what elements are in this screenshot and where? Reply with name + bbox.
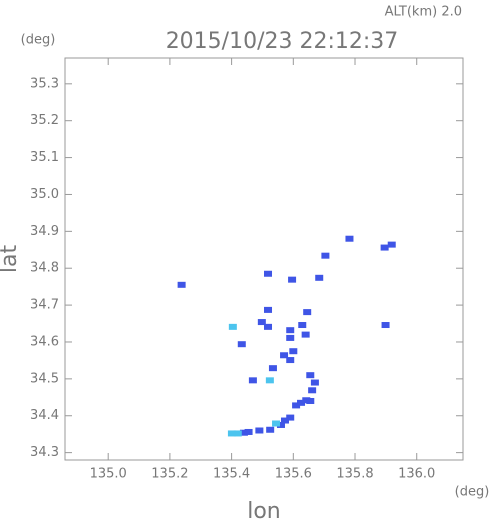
echo-cell bbox=[302, 397, 311, 404]
echo-cell bbox=[264, 306, 273, 313]
echo-cell bbox=[310, 379, 319, 386]
echo-cell bbox=[268, 365, 277, 372]
y-tick-label: 35.1 bbox=[30, 150, 59, 165]
y-unit: (deg) bbox=[21, 33, 56, 48]
echo-cell bbox=[257, 319, 266, 326]
echo-cell bbox=[315, 274, 324, 281]
echo-cell bbox=[303, 309, 312, 316]
y-tick-label: 34.9 bbox=[30, 224, 59, 239]
echo-cell bbox=[301, 331, 310, 338]
y-tick-label: 35.3 bbox=[30, 76, 59, 91]
x-axis-label: lon bbox=[247, 499, 281, 521]
x-tick-label: 135.6 bbox=[275, 467, 312, 482]
x-tick-label: 135.4 bbox=[213, 467, 250, 482]
echo-cell bbox=[286, 334, 295, 341]
x-tick-label: 135.2 bbox=[151, 467, 188, 482]
chart-title: 2015/10/23 22:12:37 bbox=[166, 29, 399, 54]
echo-cell bbox=[308, 387, 317, 394]
echo-cell bbox=[286, 327, 295, 334]
echo-cell bbox=[289, 348, 298, 355]
echo-cell bbox=[306, 372, 315, 379]
y-tick-label: 34.8 bbox=[30, 261, 59, 276]
echo-cell bbox=[228, 323, 237, 330]
echo-cell bbox=[387, 241, 396, 248]
echo-cell bbox=[380, 244, 389, 251]
x-tick-label: 135.8 bbox=[336, 467, 373, 482]
echo-cell bbox=[345, 235, 354, 242]
echo-cell bbox=[233, 430, 242, 437]
echo-cell bbox=[280, 417, 289, 424]
y-tick-label: 35.2 bbox=[30, 113, 59, 128]
echo-cell bbox=[264, 270, 273, 277]
echo-cell bbox=[286, 414, 295, 421]
echo-cell bbox=[292, 402, 301, 409]
echo-cell bbox=[286, 357, 295, 364]
echo-cell bbox=[288, 276, 297, 283]
chart-subtitle: ALT(km) 2.0 bbox=[385, 5, 462, 20]
echo-cell bbox=[237, 341, 246, 348]
x-tick-label: 135.0 bbox=[90, 467, 127, 482]
y-axis-label: lat bbox=[0, 245, 22, 274]
echo-cell bbox=[227, 430, 236, 437]
echo-cell bbox=[248, 377, 257, 384]
echo-cell bbox=[266, 426, 275, 433]
echo-cell bbox=[280, 352, 289, 359]
y-tick-label: 34.3 bbox=[30, 445, 59, 460]
plot-frame bbox=[64, 57, 464, 461]
echo-cell bbox=[244, 428, 253, 435]
echo-cell bbox=[239, 429, 248, 436]
echo-cell bbox=[264, 323, 273, 330]
echo-cell bbox=[272, 420, 281, 427]
y-tick-label: 34.7 bbox=[30, 298, 59, 313]
echo-cell bbox=[381, 322, 390, 329]
y-tick-label: 34.4 bbox=[30, 408, 59, 423]
echo-cell bbox=[265, 377, 274, 384]
echo-cell bbox=[306, 397, 315, 404]
y-tick-label: 35.0 bbox=[30, 187, 59, 202]
echo-cell bbox=[297, 399, 306, 406]
echo-cell bbox=[298, 322, 307, 329]
y-tick-label: 34.5 bbox=[30, 371, 59, 386]
echo-cell bbox=[177, 281, 186, 288]
echo-cell bbox=[255, 427, 264, 434]
y-tick-label: 34.6 bbox=[30, 334, 59, 349]
echo-cell bbox=[276, 421, 285, 428]
x-unit: (deg) bbox=[455, 485, 490, 500]
echo-cell bbox=[321, 252, 330, 259]
x-tick-label: 136.0 bbox=[398, 467, 435, 482]
